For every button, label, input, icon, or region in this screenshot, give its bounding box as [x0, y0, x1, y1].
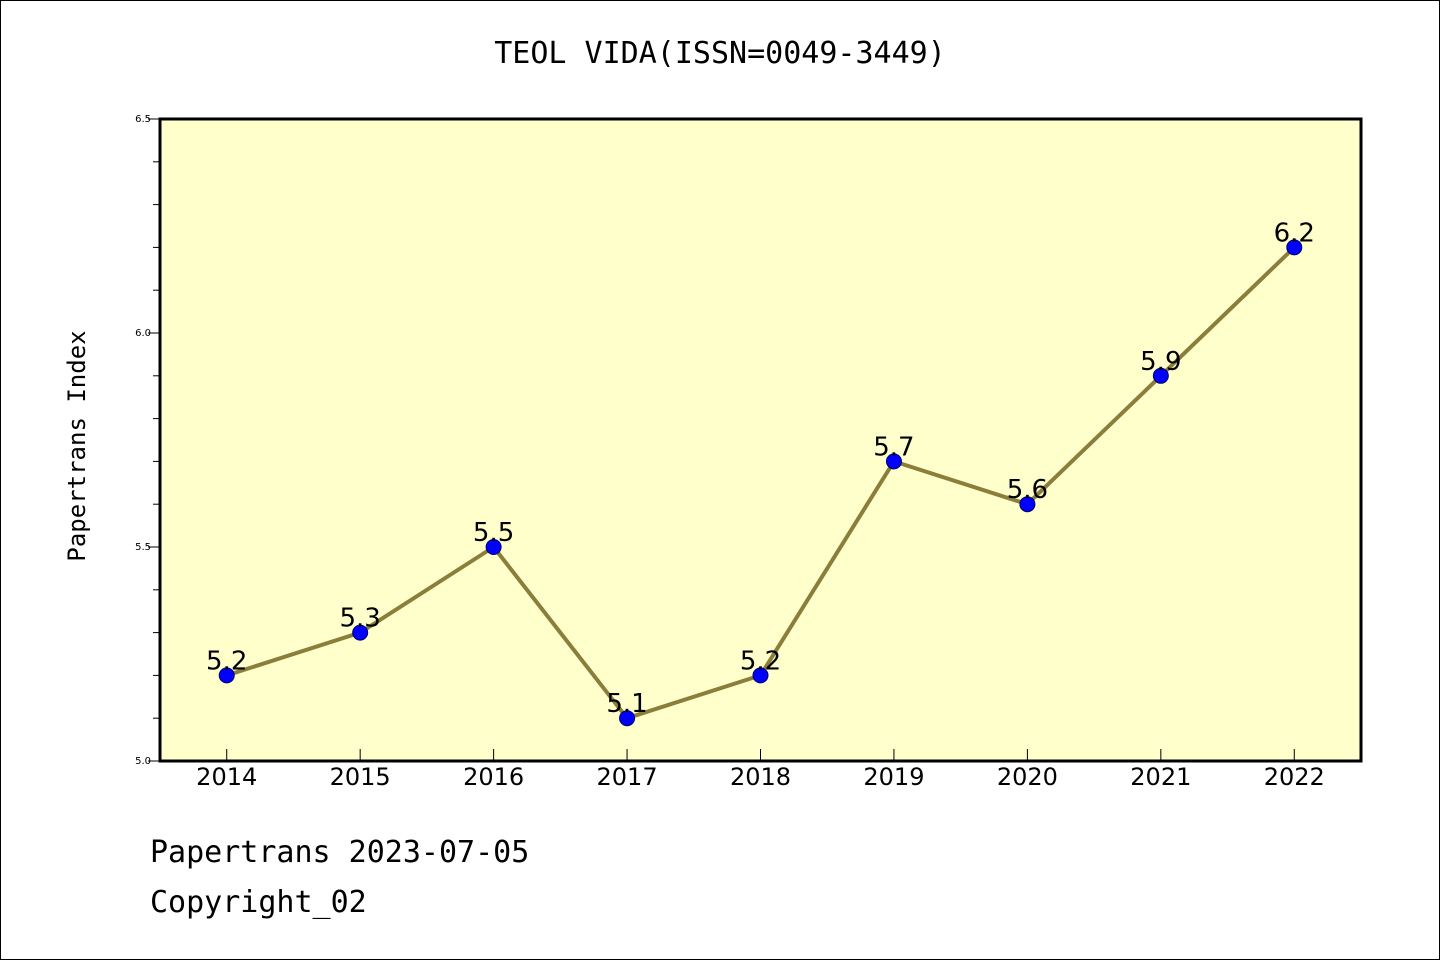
x-tick-label: 2022 [1264, 763, 1325, 791]
data-label: 5.7 [873, 432, 914, 462]
y-axis-ticks: 5.0 5.5 6.0 6.5 [135, 114, 160, 767]
x-tick-label: 2015 [330, 763, 391, 791]
data-label: 5.2 [206, 646, 247, 676]
data-point [1152, 367, 1169, 384]
x-tick-label: 2020 [997, 763, 1058, 791]
data-point [218, 667, 235, 684]
footer-copyright: Copyright_02 [150, 885, 367, 920]
data-point [619, 710, 636, 727]
x-axis-ticks: 2014 2015 2016 2017 2018 2019 2020 2021 2022 [196, 749, 1325, 791]
plot-area [160, 119, 1361, 761]
y-tick-label: 6.5 [135, 114, 151, 125]
data-label: 5.3 [339, 604, 380, 634]
data-label: 5.5 [473, 518, 514, 548]
chart-title: TEOL VIDA(ISSN=0049-3449) [494, 36, 946, 71]
x-tick-label: 2016 [463, 763, 524, 791]
footer-date: Papertrans 2023-07-05 [150, 835, 530, 870]
plot-border [158, 117, 1363, 763]
y-axis-label: Papertrans Index [63, 330, 91, 561]
data-label: 5.6 [1007, 475, 1048, 505]
x-tick-label: 2021 [1130, 763, 1191, 791]
x-tick-label: 2017 [597, 763, 658, 791]
data-label: 5.9 [1140, 347, 1181, 377]
x-tick-label: 2018 [730, 763, 791, 791]
data-labels: 5.2 5.3 5.5 5.1 5.2 5.7 5.6 5.9 6.2 [206, 218, 1315, 719]
y-tick-label: 6.0 [135, 328, 151, 339]
x-tick-label: 2014 [196, 763, 257, 791]
y-tick-label: 5.0 [135, 756, 151, 767]
data-point [1286, 239, 1303, 256]
series-markers [218, 239, 1303, 727]
data-point [1019, 496, 1036, 513]
x-tick-label: 2019 [863, 763, 924, 791]
data-point [885, 453, 902, 470]
data-point [352, 624, 369, 641]
y-tick-label: 5.5 [135, 542, 151, 553]
data-label: 5.2 [740, 646, 781, 676]
data-label: 5.1 [606, 689, 647, 719]
data-point [752, 667, 769, 684]
data-label: 6.2 [1274, 218, 1315, 248]
data-point [485, 539, 502, 555]
